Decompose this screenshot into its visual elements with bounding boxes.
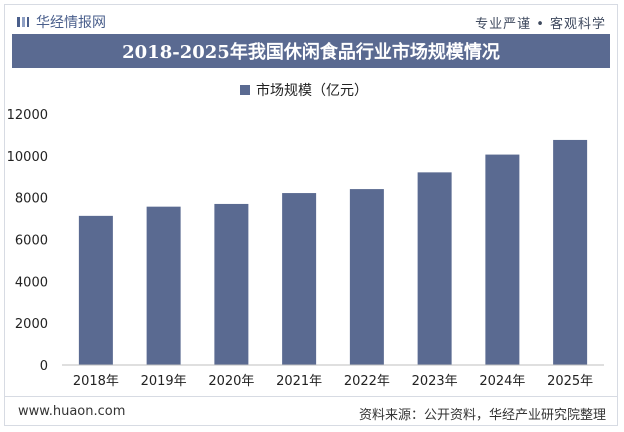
site-url[interactable]: www.huaon.com: [18, 404, 126, 419]
bar: [214, 203, 249, 365]
y-tick-label: 12000: [7, 108, 48, 123]
x-tick-label: 2021年: [276, 374, 322, 389]
top-bar: 华经情报网 专业严谨 • 客观科学: [4, 4, 618, 38]
legend-swatch: [240, 85, 250, 95]
y-tick-label: 10000: [7, 150, 48, 165]
source-note: 资料来源：公开资料，华经产业研究院整理: [359, 404, 606, 423]
bar: [349, 189, 384, 365]
x-tick-label: 2019年: [141, 374, 187, 389]
footer: www.huaon.com 资料来源：公开资料，华经产业研究院整理: [4, 396, 618, 426]
y-tick-label: 4000: [15, 275, 48, 290]
y-axis-labels: 0 2000 4000 6000 8000 10000 12000: [7, 108, 48, 374]
bar: [146, 206, 181, 365]
legend-label: 市场规模（亿元）: [256, 83, 368, 99]
bars: [78, 139, 588, 365]
chart-legend: 市场规模（亿元）: [240, 80, 368, 100]
x-tick-label: 2024年: [479, 374, 525, 389]
y-tick-label: 2000: [15, 317, 48, 332]
motto-text: 专业严谨 • 客观科学: [475, 17, 606, 32]
x-tick-label: 2025年: [547, 374, 593, 389]
bar: [282, 193, 317, 365]
x-tick-label: 2020年: [208, 374, 254, 389]
x-tick-label: 2018年: [73, 374, 119, 389]
bar: [553, 139, 588, 365]
bar: [417, 172, 452, 365]
source-label: 资料来源：: [358, 408, 424, 423]
x-tick-label: 2022年: [344, 374, 390, 389]
y-tick-label: 0: [40, 359, 48, 374]
x-axis-labels: 2018年 2019年 2020年 2021年 2022年 2023年 2024年 2025年: [73, 374, 593, 389]
chart-title-bar: 2018-2025年我国休闲食品行业市场规模情况: [12, 34, 610, 68]
source-text: 公开资料，华经产业研究院整理: [423, 408, 606, 423]
bar: [485, 154, 520, 365]
bar: [78, 215, 113, 365]
brand-name: 华经情报网: [36, 15, 106, 31]
y-tick-label: 6000: [15, 234, 48, 249]
y-tick-label: 8000: [15, 192, 48, 207]
chart-title: 2018-2025年我国休闲食品行业市场规模情况: [122, 42, 500, 63]
brand[interactable]: 华经情报网: [16, 12, 106, 32]
brand-logo-icon: [17, 17, 29, 27]
x-tick-label: 2023年: [412, 374, 458, 389]
